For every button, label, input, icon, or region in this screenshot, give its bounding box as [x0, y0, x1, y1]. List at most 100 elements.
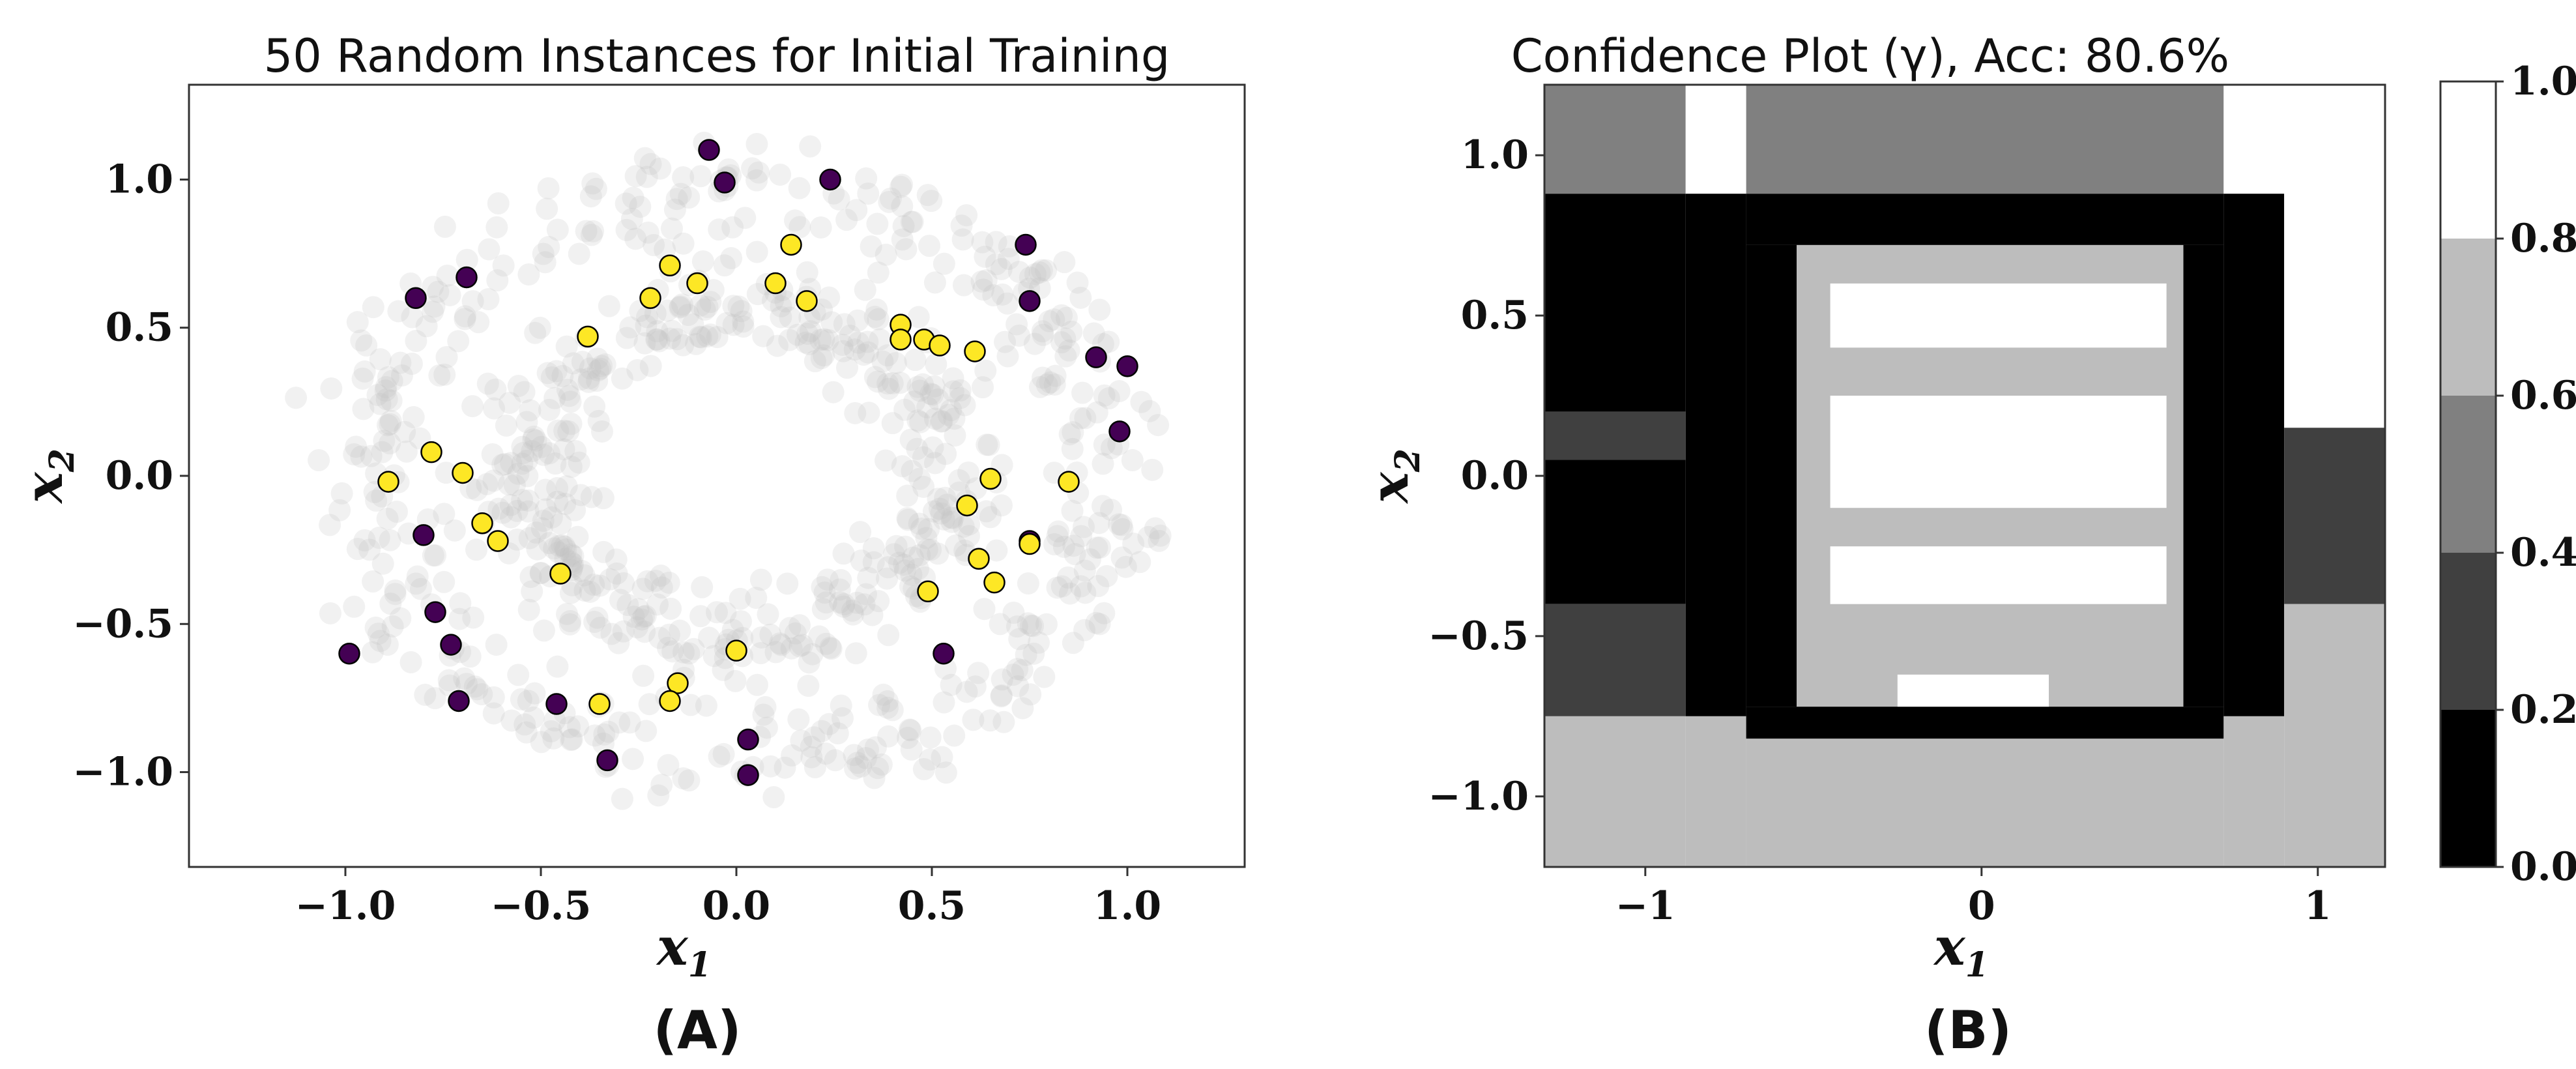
background-point: [832, 340, 855, 362]
background-point: [1023, 332, 1046, 355]
background-point: [833, 593, 856, 616]
background-point: [972, 278, 994, 301]
background-point: [989, 613, 1011, 636]
background-point: [854, 746, 877, 769]
background-point: [997, 248, 1020, 271]
class-1-point: [420, 441, 442, 463]
background-point: [819, 636, 842, 659]
background-point: [861, 604, 884, 626]
background-point: [985, 231, 1007, 254]
background-point: [878, 190, 901, 213]
background-point: [646, 328, 669, 351]
background-point: [551, 534, 573, 557]
background-point: [940, 399, 962, 422]
background-point: [1121, 449, 1144, 472]
background-point: [702, 645, 725, 667]
background-point: [909, 411, 932, 433]
background-point: [600, 622, 623, 645]
confidence-region: [1830, 283, 2167, 348]
background-point: [908, 467, 931, 490]
background-point: [752, 703, 775, 726]
background-point: [672, 232, 695, 255]
background-point: [943, 407, 966, 430]
background-point: [891, 455, 914, 478]
background-point: [1060, 320, 1083, 343]
background-point: [876, 690, 899, 712]
background-point: [328, 499, 351, 521]
background-point: [547, 419, 570, 442]
background-point: [864, 736, 887, 759]
background-point: [868, 694, 891, 716]
background-point: [893, 553, 916, 576]
y-tick-label: 0.5: [1461, 293, 1529, 338]
background-point: [358, 538, 381, 561]
background-point: [1069, 407, 1092, 430]
background-point: [560, 456, 583, 478]
background-point: [1129, 551, 1151, 574]
background-point: [364, 616, 387, 639]
background-point: [919, 726, 942, 749]
background-point: [933, 252, 955, 275]
background-point: [351, 367, 374, 390]
background-point: [415, 315, 438, 338]
confidence-region: [2223, 194, 2285, 716]
background-point: [579, 357, 601, 380]
background-point: [448, 608, 471, 630]
background-point: [389, 351, 412, 374]
background-point: [847, 309, 869, 332]
background-point: [350, 329, 373, 352]
background-point: [486, 269, 509, 292]
x2-subscript: 2: [1388, 448, 1428, 473]
background-point: [1070, 525, 1093, 548]
background-point: [1066, 271, 1089, 294]
background-point: [424, 544, 447, 567]
background-point: [374, 379, 397, 402]
background-point: [900, 563, 923, 586]
background-point: [912, 373, 934, 396]
background-point: [1050, 575, 1073, 598]
background-point: [635, 166, 658, 188]
background-point: [1053, 251, 1076, 274]
background-point: [908, 512, 931, 535]
background-point: [1073, 559, 1096, 582]
confidence-region: [2284, 85, 2385, 428]
background-point: [385, 501, 408, 523]
background-point: [815, 742, 837, 765]
background-point: [491, 454, 514, 476]
background-point: [770, 295, 792, 317]
background-point: [555, 538, 577, 561]
background-point: [543, 387, 566, 409]
background-point: [656, 299, 679, 322]
background-point: [789, 614, 811, 637]
background-point: [1093, 384, 1116, 407]
background-point: [982, 284, 1005, 307]
background-point: [521, 440, 543, 463]
background-point: [921, 383, 944, 406]
background-point: [669, 619, 691, 642]
background-point: [896, 484, 919, 507]
background-point: [818, 712, 841, 735]
background-point: [579, 185, 602, 208]
background-point: [1092, 452, 1114, 475]
background-point: [1086, 536, 1108, 559]
background-point: [716, 312, 738, 334]
background-point: [538, 235, 560, 258]
background-point: [991, 283, 1014, 306]
background-point: [586, 606, 609, 629]
background-point: [379, 432, 401, 455]
background-point: [517, 598, 540, 621]
background-point: [1039, 371, 1062, 394]
background-point: [876, 696, 899, 719]
background-point: [582, 220, 605, 242]
background-point: [745, 587, 768, 609]
confidence-region: [1544, 194, 1686, 412]
background-point: [1062, 632, 1084, 654]
background-point: [615, 327, 638, 349]
background-point: [699, 323, 721, 346]
background-point: [721, 619, 744, 641]
colorbar-tick-label: 0.6: [2510, 373, 2576, 418]
background-point: [862, 537, 885, 560]
background-point: [373, 430, 396, 452]
background-point: [904, 349, 927, 372]
background-point: [547, 534, 570, 557]
